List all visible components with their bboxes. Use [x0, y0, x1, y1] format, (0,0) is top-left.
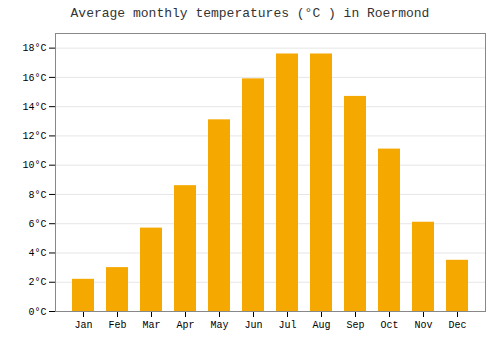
svg-text:14°C: 14°C [22, 102, 46, 113]
svg-text:6°C: 6°C [28, 219, 46, 230]
svg-text:Jan: Jan [74, 320, 92, 331]
svg-text:May: May [210, 320, 228, 331]
svg-text:Apr: Apr [176, 320, 194, 331]
svg-text:Sep: Sep [346, 320, 364, 331]
svg-text:4°C: 4°C [28, 248, 46, 259]
svg-text:Mar: Mar [142, 320, 160, 331]
svg-text:Jul: Jul [278, 320, 296, 331]
svg-text:Dec: Dec [448, 320, 466, 331]
svg-text:12°C: 12°C [22, 131, 46, 142]
svg-text:0°C: 0°C [28, 307, 46, 318]
svg-text:2°C: 2°C [28, 277, 46, 288]
svg-text:Feb: Feb [108, 320, 126, 331]
svg-text:Jun: Jun [244, 320, 262, 331]
html-text:Average monthly temperatures (: Average monthly temperatures (°C ) in Ro… [70, 6, 430, 21]
svg-text:10°C: 10°C [22, 160, 46, 171]
svg-text:Nov: Nov [414, 320, 432, 331]
svg-text:18°C: 18°C [22, 43, 46, 54]
svg-text:Oct: Oct [380, 320, 398, 331]
svg-text:16°C: 16°C [22, 73, 46, 84]
svg-text:Aug: Aug [312, 320, 330, 331]
svg-text:8°C: 8°C [28, 190, 46, 201]
